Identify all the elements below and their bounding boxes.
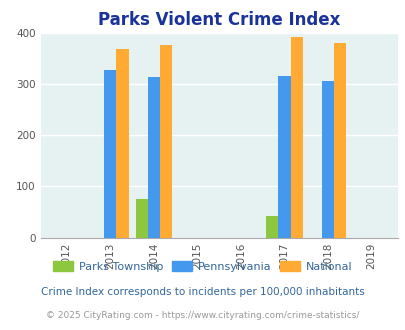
Bar [116,50,128,238]
Legend: Parks Township, Pennsylvania, National: Parks Township, Pennsylvania, National [49,256,356,276]
Bar [147,77,160,238]
Bar [266,216,278,238]
Bar [160,45,172,238]
Bar [290,37,302,238]
Bar [104,70,116,238]
Bar [278,77,290,238]
Bar [333,43,345,238]
Text: © 2025 CityRating.com - https://www.cityrating.com/crime-statistics/: © 2025 CityRating.com - https://www.city… [46,311,359,320]
Bar [321,81,333,238]
Bar [135,199,147,238]
Title: Parks Violent Crime Index: Parks Violent Crime Index [98,11,339,29]
Text: Crime Index corresponds to incidents per 100,000 inhabitants: Crime Index corresponds to incidents per… [41,287,364,297]
